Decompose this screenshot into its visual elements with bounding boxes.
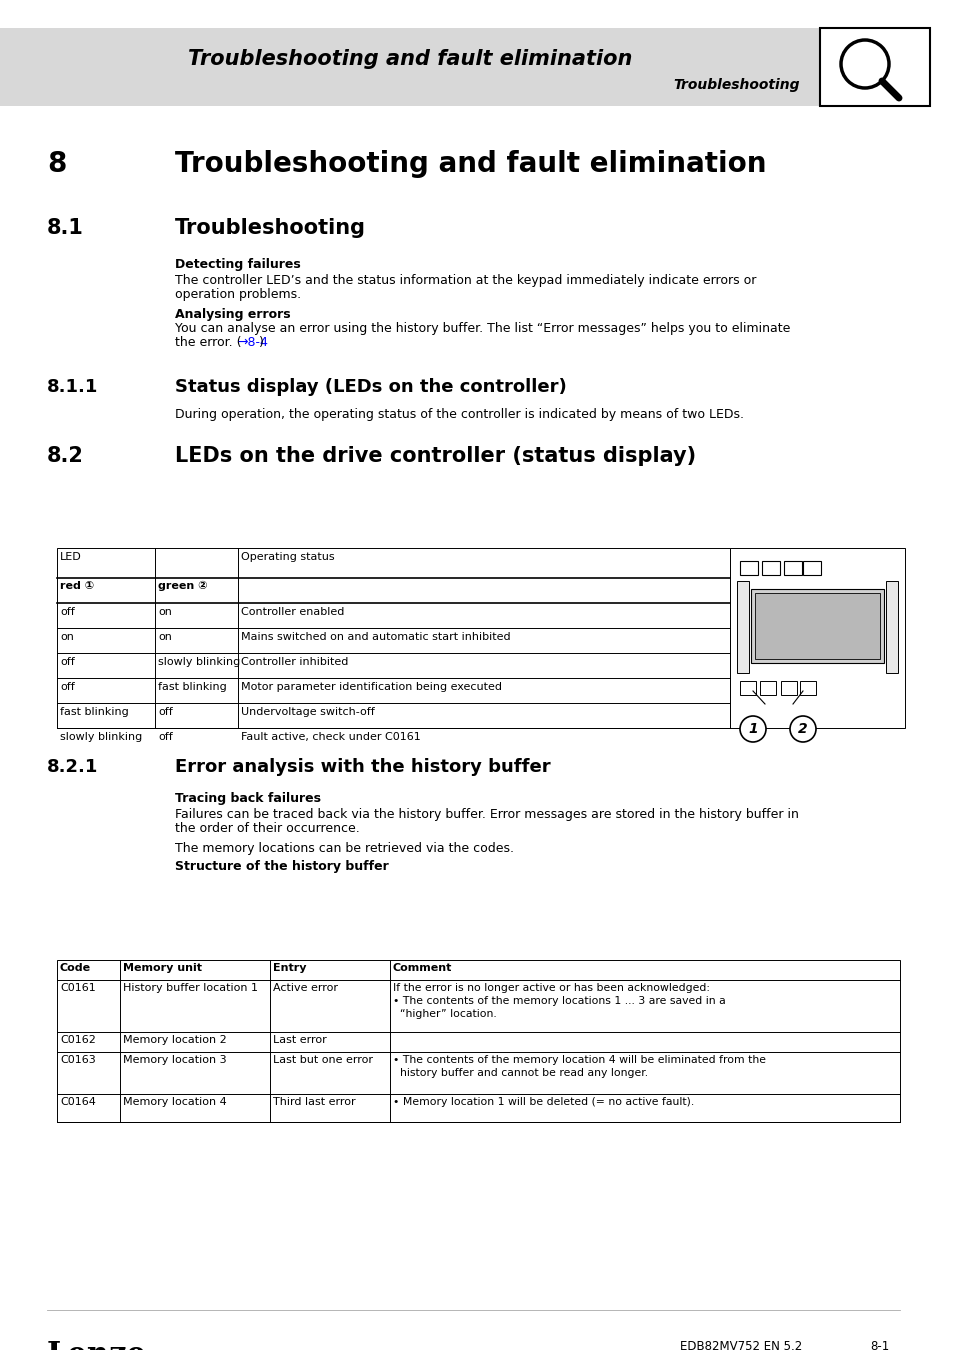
Text: 1: 1: [747, 722, 757, 736]
Text: Fault active, check under C0161: Fault active, check under C0161: [241, 732, 420, 742]
Text: Entry: Entry: [273, 963, 306, 973]
Text: Lenze: Lenze: [47, 1341, 147, 1350]
Bar: [750, 589, 883, 663]
Text: 8: 8: [47, 150, 67, 178]
Text: C0162: C0162: [60, 1035, 95, 1045]
Text: Memory location 3: Memory location 3: [123, 1054, 227, 1065]
Bar: [57, 548, 729, 728]
Text: on: on: [158, 632, 172, 643]
Text: • The contents of the memory location 4 will be eliminated from the
  history bu: • The contents of the memory location 4 …: [393, 1054, 765, 1077]
Text: fast blinking: fast blinking: [60, 707, 129, 717]
Bar: [885, 580, 897, 674]
Text: Troubleshooting and fault elimination: Troubleshooting and fault elimination: [188, 49, 632, 69]
Text: red ①: red ①: [60, 580, 94, 591]
Bar: [740, 680, 755, 695]
Text: Motor parameter identification being executed: Motor parameter identification being exe…: [241, 682, 501, 693]
Circle shape: [740, 716, 765, 742]
Text: You can analyse an error using the history buffer. The list “Error messages” hel: You can analyse an error using the histo…: [174, 323, 789, 335]
Text: C0164: C0164: [60, 1098, 95, 1107]
Text: LEDs on the drive controller (status display): LEDs on the drive controller (status dis…: [174, 446, 696, 466]
Bar: [800, 680, 815, 695]
Text: Detecting failures: Detecting failures: [174, 258, 300, 271]
Bar: [0, 28, 820, 107]
Text: green ②: green ②: [158, 580, 208, 591]
Text: the error. (: the error. (: [174, 336, 241, 350]
Text: Memory location 4: Memory location 4: [123, 1098, 227, 1107]
Text: The controller LED’s and the status information at the keypad immediately indica: The controller LED’s and the status info…: [174, 274, 756, 288]
Text: Operating status: Operating status: [241, 552, 335, 562]
Text: on: on: [158, 608, 172, 617]
Text: off: off: [60, 608, 74, 617]
Text: Failures can be traced back via the history buffer. Error messages are stored in: Failures can be traced back via the hist…: [174, 809, 798, 821]
Text: If the error is no longer active or has been acknowledged:
• The contents of the: If the error is no longer active or has …: [393, 983, 725, 1019]
Text: C0163: C0163: [60, 1054, 95, 1065]
Text: fast blinking: fast blinking: [158, 682, 227, 693]
Bar: [754, 593, 879, 659]
Text: LED: LED: [60, 552, 82, 562]
Text: Memory unit: Memory unit: [123, 963, 202, 973]
Text: Error analysis with the history buffer: Error analysis with the history buffer: [174, 757, 550, 776]
Bar: [761, 562, 780, 575]
Text: slowly blinking: slowly blinking: [158, 657, 240, 667]
Text: 8.2: 8.2: [47, 446, 84, 466]
Bar: [760, 680, 775, 695]
Text: Memory location 2: Memory location 2: [123, 1035, 227, 1045]
Text: Undervoltage switch-off: Undervoltage switch-off: [241, 707, 375, 717]
Bar: [737, 580, 748, 674]
Text: Third last error: Third last error: [273, 1098, 355, 1107]
Text: →8-4: →8-4: [236, 336, 268, 350]
Bar: [729, 548, 904, 728]
Text: C0161: C0161: [60, 983, 95, 994]
Text: Comment: Comment: [393, 963, 452, 973]
Bar: [740, 562, 758, 575]
Bar: [781, 680, 796, 695]
Text: The memory locations can be retrieved via the codes.: The memory locations can be retrieved vi…: [174, 842, 514, 855]
Text: Troubleshooting: Troubleshooting: [174, 217, 366, 238]
Text: off: off: [158, 707, 172, 717]
Text: EDB82MV752 EN 5.2: EDB82MV752 EN 5.2: [679, 1341, 801, 1350]
Bar: [820, 28, 929, 107]
Text: Troubleshooting and fault elimination: Troubleshooting and fault elimination: [174, 150, 765, 178]
Text: 8.1.1: 8.1.1: [47, 378, 98, 396]
Text: off: off: [158, 732, 172, 742]
Text: Controller enabled: Controller enabled: [241, 608, 344, 617]
Text: Troubleshooting: Troubleshooting: [673, 78, 800, 92]
Text: Last error: Last error: [273, 1035, 327, 1045]
Text: 2: 2: [798, 722, 807, 736]
Circle shape: [789, 716, 815, 742]
Text: Analysing errors: Analysing errors: [174, 308, 291, 321]
Text: ): ): [258, 336, 264, 350]
Text: off: off: [60, 682, 74, 693]
Text: Structure of the history buffer: Structure of the history buffer: [174, 860, 388, 873]
Text: • Memory location 1 will be deleted (= no active fault).: • Memory location 1 will be deleted (= n…: [393, 1098, 694, 1107]
Text: History buffer location 1: History buffer location 1: [123, 983, 257, 994]
Text: Controller inhibited: Controller inhibited: [241, 657, 348, 667]
Text: During operation, the operating status of the controller is indicated by means o: During operation, the operating status o…: [174, 408, 743, 421]
Text: 8.1: 8.1: [47, 217, 84, 238]
Text: Last but one error: Last but one error: [273, 1054, 373, 1065]
Bar: [802, 562, 821, 575]
Text: operation problems.: operation problems.: [174, 288, 301, 301]
Bar: [783, 562, 801, 575]
Text: 8.2.1: 8.2.1: [47, 757, 98, 776]
Text: slowly blinking: slowly blinking: [60, 732, 142, 742]
Text: off: off: [60, 657, 74, 667]
Bar: [57, 960, 899, 1122]
Text: Code: Code: [60, 963, 91, 973]
Text: Mains switched on and automatic start inhibited: Mains switched on and automatic start in…: [241, 632, 510, 643]
Text: 8-1: 8-1: [869, 1341, 888, 1350]
Text: on: on: [60, 632, 73, 643]
Text: Status display (LEDs on the controller): Status display (LEDs on the controller): [174, 378, 566, 396]
Text: Active error: Active error: [273, 983, 337, 994]
Text: Tracing back failures: Tracing back failures: [174, 792, 320, 805]
Text: the order of their occurrence.: the order of their occurrence.: [174, 822, 359, 836]
